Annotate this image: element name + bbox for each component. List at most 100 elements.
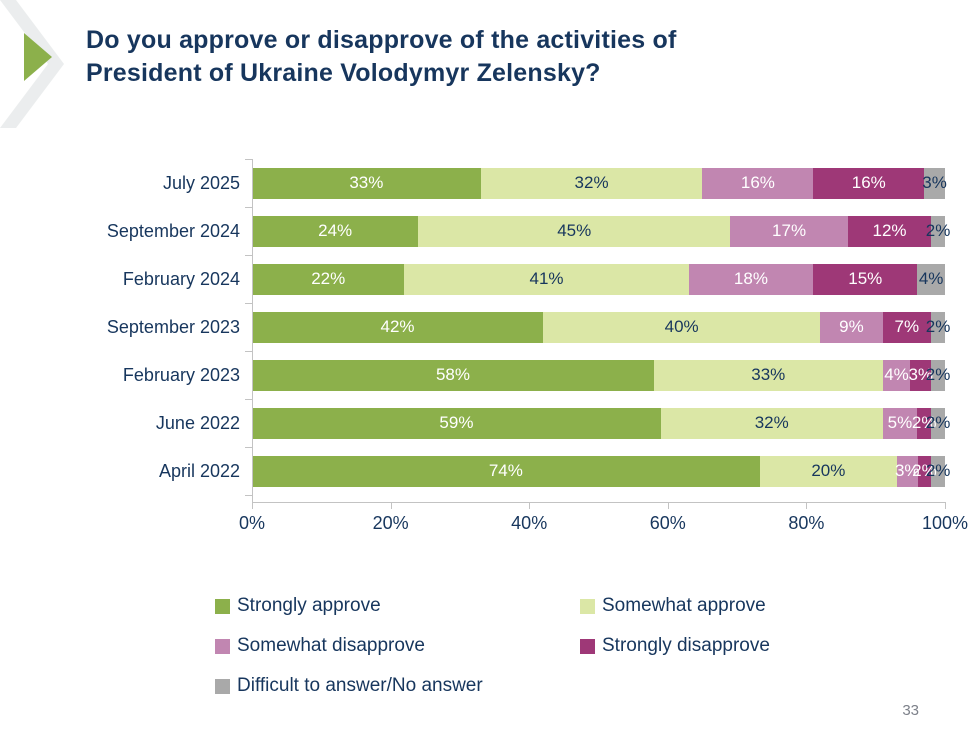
legend-swatch bbox=[580, 638, 595, 654]
category-label: June 2022 bbox=[155, 412, 240, 433]
bar-segment: 2% bbox=[912, 407, 936, 439]
x-axis-tick-label: 20% bbox=[372, 513, 409, 533]
bar-segment-value: 4% bbox=[918, 269, 944, 288]
legend-label: Strongly disapprove bbox=[602, 635, 770, 656]
bar-segment-value: 33% bbox=[349, 173, 384, 192]
bar-row: February 2024 22% 41% 18% 15% 4% bbox=[0, 255, 945, 303]
bar-segment-value: 3% bbox=[922, 173, 947, 192]
bar-row: July 2025 33% 32% 16% 16% 3% bbox=[0, 159, 947, 207]
bar-segment-value: 16% bbox=[740, 173, 775, 192]
bar-track: 42% 40% 9% 7% 2% bbox=[252, 311, 950, 343]
category-label: February 2023 bbox=[122, 364, 240, 385]
bar-segment-value: 12% bbox=[872, 221, 907, 240]
legend-swatch bbox=[580, 598, 595, 614]
bar-segment-value: 74% bbox=[488, 461, 523, 480]
bar-segment: 33% bbox=[252, 167, 481, 199]
bar-segment-value: 45% bbox=[557, 221, 592, 240]
bar-segment-value: 58% bbox=[435, 365, 470, 384]
bar-segment-value: 42% bbox=[380, 317, 415, 336]
bar-segment-value: 2% bbox=[925, 317, 951, 336]
bar-segment-value: 16% bbox=[851, 173, 886, 192]
slide-title-line2: President of Ukraine Volodymyr Zelensky? bbox=[86, 59, 601, 87]
x-axis-tick bbox=[806, 502, 808, 509]
legend-item: Difficult to answer/No answer bbox=[215, 675, 580, 697]
bar-segment: 40% bbox=[543, 311, 821, 343]
x-axis-tick bbox=[390, 502, 392, 509]
bar-segment-value: 40% bbox=[664, 317, 699, 336]
bar-segment: 41% bbox=[404, 263, 689, 295]
x-axis-tick bbox=[945, 502, 946, 509]
x-axis-tick-label: 0% bbox=[238, 513, 265, 533]
bar-segment-value: 4% bbox=[884, 365, 909, 384]
bar-segment: 17% bbox=[730, 215, 848, 247]
bar-row: February 2023 58% 33% 4% 3% 2% bbox=[0, 351, 950, 399]
bar-segment: 45% bbox=[418, 215, 731, 247]
bar-segment-value: 33% bbox=[751, 365, 786, 384]
bar-segment: 74% bbox=[252, 455, 760, 487]
bar-track: 24% 45% 17% 12% 2% bbox=[252, 215, 950, 247]
bar-segment: 3% bbox=[922, 167, 947, 199]
bar-segment: 2% bbox=[926, 455, 950, 487]
bar-segment: 16% bbox=[702, 167, 814, 199]
bar-segment-value: 2% bbox=[925, 413, 951, 432]
bar-segment-value: 41% bbox=[529, 269, 564, 288]
bar-segment-value: 17% bbox=[772, 221, 807, 240]
bar-segment-value: 7% bbox=[894, 317, 920, 336]
bar-segment: 16% bbox=[813, 167, 925, 199]
bar-segment-value: 32% bbox=[574, 173, 609, 192]
x-axis-tick-label: 60% bbox=[649, 513, 686, 533]
bar-segment: 2% bbox=[926, 359, 950, 391]
bar-segment-value: 2% bbox=[912, 461, 937, 480]
chart-rows: July 2025 33% 32% 16% 16% 3% September 2024 24%… bbox=[0, 159, 950, 495]
y-axis-tick bbox=[245, 447, 252, 448]
legend-swatch bbox=[215, 598, 230, 614]
x-axis-line bbox=[252, 502, 946, 503]
slide-title: Do you approve or disapprove of the acti… bbox=[86, 24, 846, 90]
bar-segment: 15% bbox=[813, 263, 918, 295]
legend-item: Somewhat disapprove bbox=[215, 635, 580, 657]
bar-segment-value: 5% bbox=[887, 413, 913, 432]
legend-item: Somewhat approve bbox=[580, 595, 770, 617]
bar-segment: 42% bbox=[252, 311, 544, 343]
legend-label: Somewhat disapprove bbox=[237, 635, 425, 656]
y-axis-tick bbox=[245, 255, 252, 256]
y-axis-tick bbox=[245, 495, 252, 496]
legend-label: Strongly approve bbox=[237, 595, 381, 616]
bar-segment-value: 59% bbox=[439, 413, 474, 432]
bar-segment: 2% bbox=[926, 215, 950, 247]
bar-segment-value: 2% bbox=[911, 413, 937, 432]
bar-segment: 58% bbox=[252, 359, 654, 391]
legend-item: Strongly disapprove bbox=[580, 635, 770, 657]
bar-track: 58% 33% 4% 3% 2% bbox=[252, 359, 950, 391]
bar-segment: 32% bbox=[660, 407, 883, 439]
bar-row: September 2024 24% 45% 17% 12% 2% bbox=[0, 207, 950, 255]
bar-segment-value: 3% bbox=[908, 365, 934, 384]
bar-segment: 3% bbox=[894, 455, 920, 487]
x-axis-tick bbox=[252, 502, 253, 509]
x-axis-tick-label: 100% bbox=[921, 513, 969, 533]
bar-segment-value: 2% bbox=[925, 365, 951, 384]
gray-chevron-icon bbox=[0, 0, 64, 128]
category-label: September 2024 bbox=[106, 220, 240, 241]
chart-legend: Strongly approve Somewhat approve Somewhat… bbox=[215, 586, 770, 706]
bar-segment: 33% bbox=[653, 359, 883, 391]
category-label: April 2022 bbox=[158, 460, 240, 481]
bar-segment: 2% bbox=[926, 311, 950, 343]
bar-segment-value: 3% bbox=[894, 461, 920, 480]
bar-segment: 18% bbox=[688, 263, 814, 295]
y-axis-tick bbox=[245, 399, 252, 400]
legend-item: Strongly approve bbox=[215, 595, 580, 617]
bar-segment: 2% bbox=[926, 407, 950, 439]
bar-segment: 20% bbox=[759, 455, 897, 487]
page-number: 33 bbox=[902, 702, 919, 719]
x-axis-tick-label: 40% bbox=[511, 513, 548, 533]
bar-segment: 24% bbox=[252, 215, 419, 247]
legend-swatch bbox=[215, 638, 230, 654]
bar-track: 74% 20% 3% 2% 2% bbox=[252, 455, 950, 487]
bar-track: 59% 32% 5% 2% 2% bbox=[252, 407, 950, 439]
bar-segment-value: 15% bbox=[848, 269, 883, 288]
y-axis-tick bbox=[245, 303, 252, 304]
bar-segment: 22% bbox=[252, 263, 405, 295]
bar-segment: 5% bbox=[882, 407, 918, 439]
